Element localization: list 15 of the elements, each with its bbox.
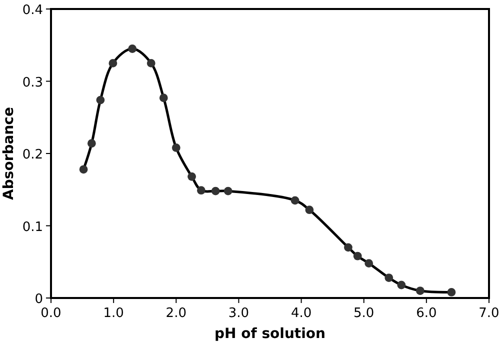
x-tick-label: 6.0 (416, 306, 437, 321)
x-tick-label: 2.0 (166, 306, 186, 321)
x-tick-label: 7.0 (478, 306, 500, 321)
y-tick-label: 0.1 (22, 220, 43, 235)
x-tick-label: 0.0 (40, 306, 62, 321)
y-tick-label: 0.4 (22, 3, 43, 18)
y-tick-label: 0 (34, 292, 43, 307)
x-tick-label: 3.0 (228, 306, 250, 321)
y-tick-label: 0.2 (22, 148, 43, 162)
y-axis-title: Absorbance (1, 107, 17, 200)
x-tick-label: 4.0 (290, 306, 312, 321)
x-tick-label: 1.0 (103, 306, 124, 321)
x-tick-label: 5.0 (354, 306, 374, 321)
y-tick-label: 0.3 (22, 75, 43, 90)
x-axis-title: pH of solution (214, 326, 326, 342)
